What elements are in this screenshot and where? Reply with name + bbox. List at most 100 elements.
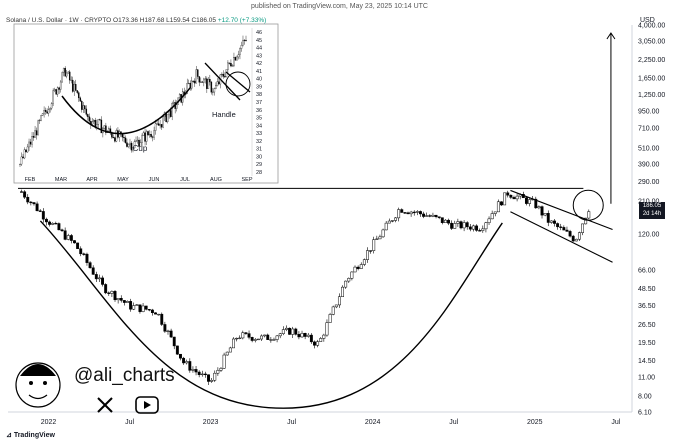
inset-candle-down — [74, 84, 77, 91]
inset-candle-down — [87, 114, 89, 117]
inset-breakout-circle — [225, 71, 251, 97]
candle-up — [387, 220, 391, 224]
price-tick-label: 14.50 — [638, 358, 656, 365]
candle-up — [574, 238, 578, 242]
candle-up — [503, 192, 507, 206]
inset-candle-up — [37, 120, 39, 136]
candle-down — [403, 212, 407, 214]
candle-down — [122, 300, 126, 303]
candle-down — [475, 225, 479, 231]
inset-candle-down — [79, 97, 82, 102]
candle-up — [462, 222, 466, 229]
price-tick-label: 950.00 — [638, 108, 660, 115]
inset-candle-up — [191, 80, 193, 89]
candle-down — [400, 209, 404, 213]
inset-candle-up — [82, 105, 85, 110]
candle-up — [210, 379, 214, 382]
candle-down — [468, 226, 472, 230]
inset-candle-up — [70, 79, 72, 81]
target-arrow-head — [606, 32, 616, 40]
youtube-icon-play — [144, 401, 151, 409]
candle-up — [213, 372, 217, 381]
candle-up — [381, 229, 385, 238]
inset-candle-up — [237, 54, 240, 58]
inset-candle-up — [195, 69, 198, 84]
candle-up — [490, 213, 494, 220]
tradingview-logo: ⊿ TradingView — [6, 432, 55, 439]
inset-candle-down — [228, 62, 231, 64]
inset-candle-up — [56, 87, 59, 95]
candle-down — [175, 345, 179, 355]
candle-up — [185, 361, 189, 364]
candle-up — [378, 236, 382, 240]
candle-down — [79, 248, 83, 255]
inset-price-tick: 28 — [256, 170, 262, 176]
price-value: 186.05 — [642, 203, 662, 209]
inset-price-tick: 41 — [256, 69, 262, 75]
candle-down — [63, 230, 67, 240]
candle-up — [116, 298, 120, 301]
candle-up — [456, 221, 460, 224]
candle-up — [216, 370, 220, 374]
candle-up — [549, 220, 553, 223]
time-tick-label: 2024 — [365, 419, 381, 426]
inset-handle-line-upper — [204, 62, 241, 101]
inset-candle-up — [231, 65, 234, 67]
candle-down — [288, 327, 292, 335]
inset-candle-up — [23, 149, 26, 159]
candle-down — [500, 201, 503, 206]
candle-up — [384, 222, 388, 231]
candle-down — [294, 328, 298, 335]
inset-candle-up — [221, 73, 223, 76]
candle-down — [44, 218, 48, 223]
cup-curve — [39, 220, 503, 409]
inset-candle-down — [44, 109, 47, 112]
candle-up — [238, 337, 242, 339]
inset-price-tick: 44 — [256, 46, 262, 52]
candle-down — [85, 253, 89, 263]
candle-group — [20, 189, 591, 386]
candle-up — [484, 222, 488, 230]
candle-down — [506, 192, 510, 196]
inset-candle-up — [215, 85, 217, 89]
inset-candle-up — [38, 120, 41, 122]
inset-time-tick: AUG — [210, 177, 222, 183]
inset-candle-down — [126, 142, 128, 147]
inset-candle-down — [230, 63, 232, 67]
candle-down — [147, 309, 151, 311]
candle-down — [568, 231, 572, 237]
price-tick-label: 3,050.00 — [638, 39, 665, 46]
inset-candle-up — [159, 124, 161, 126]
candle-down — [169, 330, 173, 338]
inset-candle-up — [139, 142, 142, 147]
inset-candle-up — [132, 147, 134, 151]
inset-candle-up — [136, 139, 139, 142]
candle-up — [269, 339, 273, 341]
inset-candle-up — [153, 130, 155, 138]
inset-candle-up — [242, 39, 244, 46]
candle-down — [41, 211, 45, 220]
candle-down — [540, 206, 544, 216]
candle-down — [26, 196, 30, 203]
inset-candle-up — [97, 119, 100, 125]
candle-up — [577, 232, 581, 240]
time-tick-label: Jul — [287, 419, 296, 426]
candle-up — [191, 369, 195, 371]
inset-price-tick: 29 — [256, 162, 262, 168]
candle-down — [182, 357, 186, 364]
inset-candle-up — [240, 45, 243, 49]
candle-down — [38, 210, 42, 212]
candle-down — [113, 291, 117, 301]
inset-price-tick: 43 — [256, 53, 262, 59]
candle-down — [138, 304, 142, 312]
candle-up — [409, 211, 413, 215]
inset-candle-down — [46, 111, 48, 114]
candle-up — [291, 328, 295, 335]
candle-up — [132, 305, 136, 310]
candle-up — [362, 259, 366, 265]
inset-candle-up — [203, 78, 205, 83]
inset-candle-down — [218, 81, 220, 85]
candle-up — [353, 266, 357, 273]
inset-candle-up — [162, 116, 164, 128]
